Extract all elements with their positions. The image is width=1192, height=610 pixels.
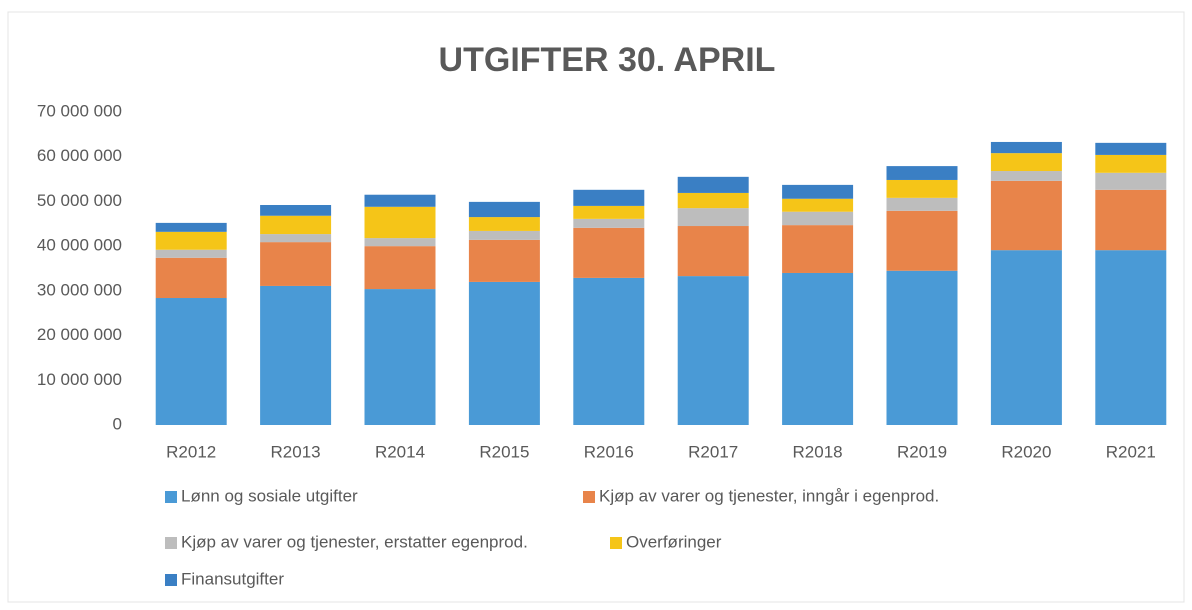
x-tick-label: R2015	[479, 442, 529, 461]
legend-label: Overføringer	[626, 532, 722, 551]
bar-segment	[886, 270, 958, 425]
bar-segment	[1095, 189, 1167, 251]
legend-swatch	[610, 537, 622, 549]
bar-segment	[155, 249, 227, 258]
legend-label: Kjøp av varer og tjenester, erstatter eg…	[181, 532, 528, 551]
bar-segment	[155, 257, 227, 299]
bar-segment	[573, 189, 645, 206]
bar-segment	[260, 242, 332, 286]
bar-segment	[260, 215, 332, 235]
bar-segment	[990, 250, 1062, 425]
bar-segment	[677, 276, 749, 425]
bar-segment	[782, 272, 854, 425]
bar-segment	[364, 206, 436, 239]
bar-segment	[677, 176, 749, 193]
bar-segment	[468, 230, 540, 240]
bar-segment	[1095, 250, 1167, 425]
legend-label: Finansutgifter	[181, 569, 284, 588]
x-tick-label: R2019	[897, 442, 947, 461]
bar-segment	[990, 180, 1062, 251]
y-tick-label: 40 000 000	[37, 236, 122, 255]
legend-label: Kjøp av varer og tjenester, inngår i ege…	[599, 486, 939, 505]
bar-segment	[260, 234, 332, 243]
legend-swatch	[165, 491, 177, 503]
bar-segment	[573, 227, 645, 278]
chart-border	[7, 11, 1185, 603]
y-tick-label: 10 000 000	[37, 370, 122, 389]
bar-segment	[990, 141, 1062, 154]
bar-segment	[1095, 154, 1167, 173]
bar-segment	[782, 211, 854, 226]
y-tick-label: 0	[113, 414, 122, 433]
x-tick-label: R2017	[688, 442, 738, 461]
chart-title: UTGIFTER 30. APRIL	[439, 41, 776, 79]
bar-segment	[990, 153, 1062, 172]
y-tick-label: 60 000 000	[37, 146, 122, 165]
bar-segment	[782, 225, 854, 273]
x-tick-label: R2020	[1001, 442, 1051, 461]
legend-swatch	[165, 574, 177, 586]
bar-segment	[990, 171, 1062, 181]
bar-segment	[677, 208, 749, 227]
legend-swatch	[165, 537, 177, 549]
bar-segment	[155, 222, 227, 232]
bar-segment	[155, 231, 227, 250]
x-tick-label: R2013	[271, 442, 321, 461]
x-tick-label: R2012	[166, 442, 216, 461]
bar-segment	[468, 281, 540, 425]
bar-segment	[573, 277, 645, 425]
bar-segment	[468, 239, 540, 282]
x-tick-label: R2018	[793, 442, 843, 461]
bar-segment	[468, 217, 540, 231]
bar-segment	[155, 298, 227, 425]
bar-segment	[260, 205, 332, 216]
y-tick-label: 50 000 000	[37, 191, 122, 210]
bar-segment	[1095, 142, 1167, 155]
bar-segment	[364, 194, 436, 207]
bar-segment	[677, 192, 749, 209]
bar-segment	[886, 210, 958, 271]
bar-segment	[364, 289, 436, 425]
x-tick-label: R2014	[375, 442, 425, 461]
x-tick-label: R2016	[584, 442, 634, 461]
bar-segment	[782, 198, 854, 212]
y-tick-label: 70 000 000	[37, 101, 122, 120]
x-tick-label: R2021	[1106, 442, 1156, 461]
bar-segment	[886, 179, 958, 198]
bar-segment	[677, 226, 749, 277]
bar-segment	[260, 285, 332, 425]
bar-segment	[364, 246, 436, 290]
y-tick-label: 30 000 000	[37, 280, 122, 299]
bar-segment	[782, 184, 854, 199]
legend-label: Lønn og sosiale utgifter	[181, 486, 358, 505]
bar-segment	[886, 197, 958, 211]
legend-swatch	[583, 491, 595, 503]
bar-segment	[468, 201, 540, 218]
bar-segment	[886, 166, 958, 180]
bar-segment	[573, 218, 645, 228]
bar-segment	[1095, 172, 1167, 190]
y-tick-label: 20 000 000	[37, 325, 122, 344]
bar-segment	[573, 205, 645, 219]
bar-segment	[364, 238, 436, 247]
